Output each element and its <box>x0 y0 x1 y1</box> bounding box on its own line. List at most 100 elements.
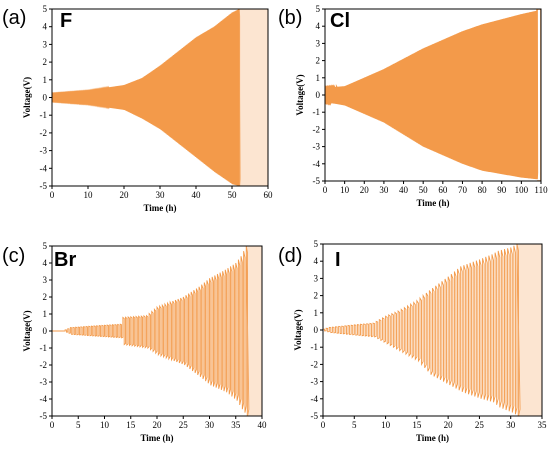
y-tick-label-c: -4 <box>40 394 48 404</box>
panel-b-chart: (b) Cl 0 10 20 30 40 50 60 70 80 90 100 110-5-4-3-2… <box>278 4 548 208</box>
y-tick-label-a: 4 <box>43 22 48 32</box>
x-tick-label-d: 30 <box>506 420 516 430</box>
y-tick-label-d: 0 <box>314 325 319 335</box>
element-label-br: Br <box>54 249 76 271</box>
y-tick-label-a: 3 <box>43 39 48 49</box>
voltage-series-b <box>325 9 541 181</box>
y-tick-label-b: -4 <box>313 159 321 169</box>
x-tick-label-c: 20 <box>153 420 163 430</box>
panel-c-chart: (c) Br 0 5 10 15 20 25 30 35 40 -5 -4 -3 -2 -1 0 1 2 3 4 5 T… <box>2 241 267 443</box>
saturation-band-a <box>239 9 268 186</box>
y-tick-label-b: -3 <box>313 142 321 152</box>
y-tick-label-a: -4 <box>40 163 48 173</box>
y-tick-label-b: 0 <box>316 90 321 100</box>
x-tick-label-d: 35 <box>538 420 548 430</box>
x-axis-title-b: Time (h) <box>416 198 449 208</box>
y-tick-label-c: -3 <box>40 377 48 387</box>
x-tick-label-b: 70 <box>458 185 468 195</box>
x-tick-label-b: 10 <box>340 185 350 195</box>
y-axis-title-c: Voltage(V) <box>22 310 32 351</box>
y-tick-label-d: -1 <box>311 342 319 352</box>
x-tick-label-d: 5 <box>352 420 357 430</box>
x-tick-label-d: 25 <box>475 420 485 430</box>
y-tick-label-d: 1 <box>314 308 319 318</box>
x-tick-label-c: 40 <box>258 420 268 430</box>
y-tick-label-b: -5 <box>313 176 321 186</box>
x-tick-label-c: 15 <box>126 420 136 430</box>
y-axis-title-a: Voltage(V) <box>22 77 32 118</box>
element-label-f: F <box>60 10 72 32</box>
x-tick-label-b: 20 <box>360 185 370 195</box>
x-tick-label-b: 60 <box>438 185 448 195</box>
voltage-series-a <box>52 9 268 186</box>
panel-label-b: (b) <box>278 7 302 29</box>
y-tick-label-a: -3 <box>40 146 48 156</box>
y-tick-label-d: -5 <box>311 411 319 421</box>
y-tick-label-d: -3 <box>311 377 319 387</box>
x-tick-label-b: 50 <box>419 185 429 195</box>
x-tick-label-a: 30 <box>156 190 166 200</box>
x-tick-label-b: 110 <box>534 185 548 195</box>
y-tick-label-c: 2 <box>43 292 48 302</box>
x-tick-label-c: 30 <box>205 420 215 430</box>
x-tick-label-d: 10 <box>381 420 391 430</box>
y-tick-label-a: 5 <box>43 4 48 14</box>
x-tick-label-a: 0 <box>50 190 55 200</box>
y-axis-title-d: Voltage(V) <box>293 309 303 350</box>
y-tick-label-d: 5 <box>314 239 319 249</box>
element-label-cl: Cl <box>330 10 350 32</box>
y-tick-label-d: 4 <box>314 256 319 266</box>
x-tick-label-a: 20 <box>120 190 130 200</box>
voltage-series-d <box>323 244 542 416</box>
panel-label-a: (a) <box>2 7 26 29</box>
y-tick-label-a: -5 <box>40 181 48 191</box>
y-tick-label-d: -4 <box>311 394 319 404</box>
x-tick-label-b: 80 <box>478 185 488 195</box>
y-tick-label-b: 2 <box>316 56 321 66</box>
y-tick-label-c: -1 <box>40 343 48 353</box>
y-tick-label-c: 5 <box>43 241 48 251</box>
y-tick-label-a: 0 <box>43 93 48 103</box>
x-axis-title-c: Time (h) <box>140 433 173 443</box>
x-tick-label-b: 100 <box>515 185 529 195</box>
y-tick-label-d: 3 <box>314 273 319 283</box>
y-tick-label-c: 4 <box>43 258 48 268</box>
x-tick-label-b: 0 <box>323 185 328 195</box>
x-tick-label-d: 20 <box>444 420 454 430</box>
y-tick-label-c: -5 <box>40 411 48 421</box>
panel-a-chart: (a) F 0 10 20 30 40 50 60 -5 -4 -3 -2 -1 0 1 2 3 4 5 Time … <box>2 4 273 213</box>
saturation-band-d <box>516 244 542 416</box>
y-axis-title-b: Voltage(V) <box>295 74 305 115</box>
panel-label-d: (d) <box>278 245 302 267</box>
x-tick-label-a: 50 <box>228 190 238 200</box>
x-tick-label-d: 0 <box>321 420 326 430</box>
x-tick-label-a: 10 <box>84 190 94 200</box>
y-tick-label-a: -2 <box>40 128 48 138</box>
panel-d-chart: (d) I 0 5 10 15 20 25 30 35 -5 -4 -3 -2 -1 0 1 2 3 4 5 Time… <box>278 239 547 443</box>
x-tick-label-b: 90 <box>497 185 507 195</box>
y-tick-label-a: 2 <box>43 57 48 67</box>
y-tick-label-d: 2 <box>314 291 319 301</box>
y-tick-label-b: 4 <box>316 21 321 31</box>
x-tick-label-a: 60 <box>264 190 274 200</box>
x-tick-label-b: 40 <box>399 185 409 195</box>
y-tick-label-b: -1 <box>313 107 321 117</box>
voltage-series-c <box>52 246 262 416</box>
x-axis-title-a: Time (h) <box>143 203 176 213</box>
y-tick-label-c: 0 <box>43 326 48 336</box>
x-axis-title-d: Time (h) <box>416 433 449 443</box>
y-tick-label-a: -1 <box>40 110 48 120</box>
x-tick-label-c: 5 <box>76 420 81 430</box>
y-tick-label-b: 5 <box>316 4 321 14</box>
x-tick-label-c: 0 <box>50 420 55 430</box>
y-tick-label-b: 1 <box>316 73 321 83</box>
x-tick-label-c: 35 <box>231 420 241 430</box>
y-tick-label-c: 1 <box>43 309 48 319</box>
y-tick-label-c: -2 <box>40 360 48 370</box>
element-label-i: I <box>335 249 341 271</box>
x-tick-label-a: 40 <box>192 190 202 200</box>
x-tick-label-b: 30 <box>379 185 389 195</box>
y-tick-label-b: -2 <box>313 124 321 134</box>
x-tick-label-c: 10 <box>100 420 110 430</box>
